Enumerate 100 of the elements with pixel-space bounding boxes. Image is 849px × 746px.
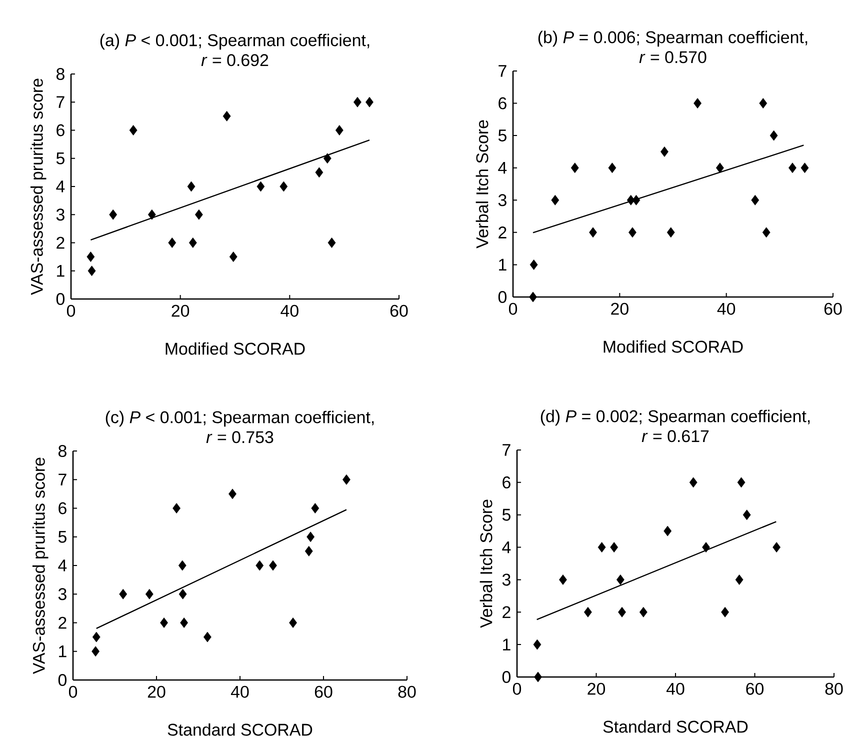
point: [702, 542, 710, 552]
y-tick-label: 2: [498, 226, 506, 238]
chart-title: (b) P = 0.006; Spearman coefficient,: [538, 30, 808, 47]
point: [660, 146, 668, 157]
y-tick-label: 6: [502, 476, 510, 488]
chart-subtitle: r = 0.753: [206, 431, 274, 444]
chart-subtitle: r = 0.570: [639, 51, 706, 64]
point: [735, 574, 744, 585]
point: [178, 560, 186, 571]
y-tick-label: 1: [59, 646, 66, 658]
point: [366, 96, 374, 108]
x-axis-title: Standard SCORAD: [168, 723, 312, 736]
y-tick-label: 3: [56, 208, 64, 221]
y-axis-title: VAS-assessed pruritus score: [32, 458, 48, 674]
point: [664, 526, 672, 536]
y-axis-title: Verbal Itch Score: [480, 500, 492, 628]
point: [751, 194, 760, 206]
x-tick-label: 0: [66, 304, 76, 317]
point: [689, 477, 698, 488]
point: [280, 181, 288, 192]
chart-title: (d) P = 0.002; Spearman coefficient,: [540, 410, 810, 426]
y-tick-label: 4: [56, 180, 65, 192]
y-tick-label: 7: [498, 65, 506, 77]
point: [160, 618, 168, 628]
x-tick-label: 60: [390, 304, 408, 317]
point: [222, 110, 231, 122]
x-tick-label: 80: [398, 686, 416, 698]
point: [530, 259, 538, 270]
x-tick-label: 0: [512, 682, 522, 695]
x-tick-label: 40: [230, 686, 249, 698]
chart-subtitle: r = 0.617: [642, 430, 709, 442]
point: [608, 162, 616, 174]
point: [800, 162, 809, 174]
point: [598, 542, 606, 552]
y-tick-label: 4: [502, 541, 511, 554]
y-tick-label: 1: [503, 638, 510, 650]
point: [148, 209, 156, 220]
point: [570, 162, 579, 174]
point: [354, 96, 362, 108]
y-tick-label: 3: [502, 574, 510, 586]
point: [229, 252, 238, 262]
point: [323, 153, 332, 164]
x-tick-label: 0: [68, 686, 78, 698]
y-tick-label: 8: [56, 68, 64, 80]
x-tick-label: 60: [314, 686, 332, 698]
x-axis-title: Modified SCORAD: [604, 340, 743, 353]
point: [203, 632, 212, 642]
y-tick-label: 0: [58, 674, 67, 686]
point: [737, 477, 746, 488]
y-tick-label: 0: [502, 670, 511, 683]
point: [335, 125, 344, 136]
chart-title: (c) P < 0.001; Spearman coefficient,: [106, 410, 374, 427]
point: [194, 209, 203, 220]
point: [639, 606, 648, 618]
y-tick-label: 7: [502, 444, 510, 456]
point: [311, 503, 320, 514]
point: [762, 227, 770, 238]
x-tick-label: 40: [666, 682, 684, 695]
x-tick-label: 20: [611, 302, 628, 315]
point: [788, 162, 796, 174]
point: [172, 503, 180, 514]
chart-subtitle: r = 0.692: [201, 54, 268, 66]
y-tick-label: 5: [498, 130, 506, 142]
point: [256, 181, 265, 192]
point: [342, 474, 350, 485]
x-tick-label: 20: [588, 682, 606, 695]
y-tick-label: 2: [56, 236, 64, 249]
point: [559, 574, 567, 585]
x-tick-label: 20: [172, 304, 190, 317]
point: [88, 266, 96, 276]
point: [533, 639, 542, 650]
y-tick-label: 8: [58, 444, 66, 457]
x-axis-title: Modified SCORAD: [166, 342, 305, 355]
point: [168, 238, 176, 248]
y-tick-label: 4: [58, 560, 67, 572]
point: [529, 292, 537, 302]
point: [328, 238, 336, 248]
point: [228, 488, 236, 500]
y-tick-label: 5: [56, 152, 64, 164]
point: [716, 162, 724, 174]
point: [256, 560, 264, 571]
point: [616, 574, 624, 585]
point: [632, 194, 640, 206]
y-tick-label: 6: [498, 97, 506, 110]
point: [770, 130, 778, 141]
y-tick-label: 1: [499, 258, 506, 271]
point: [145, 588, 154, 600]
point: [269, 560, 277, 571]
y-tick-label: 5: [502, 508, 510, 521]
x-tick-label: 60: [824, 302, 842, 315]
x-tick-label: 40: [717, 302, 736, 315]
x-axis-title: Standard SCORAD: [603, 720, 748, 733]
y-tick-label: 3: [498, 194, 506, 206]
point: [759, 98, 768, 108]
y-tick-label: 3: [58, 588, 66, 600]
point: [180, 618, 188, 628]
point: [129, 125, 138, 136]
y-tick-label: 7: [58, 474, 66, 486]
x-tick-label: 80: [825, 682, 843, 695]
point: [584, 606, 592, 618]
